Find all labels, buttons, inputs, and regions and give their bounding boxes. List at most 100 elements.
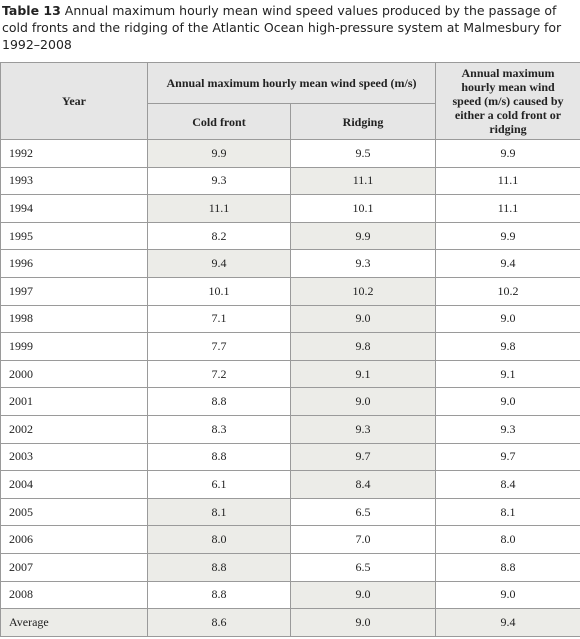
year-cell: 2007 [0,552,148,582]
value-cell: 11.1 [435,166,580,196]
year-cell: 2002 [0,414,148,444]
value-cell: 9.3 [290,249,436,278]
table-row: 2001 8.8 9.0 9.0 [0,387,580,416]
table-row: 2005 8.1 6.5 8.1 [0,497,580,527]
value-cell: 11.1 [147,194,291,223]
year-cell: 1993 [0,166,148,196]
value-cell: 8.0 [435,525,580,554]
value-cell: 8.8 [147,387,291,416]
value-cell: 9.0 [290,580,436,610]
value-cell: 9.5 [290,139,436,168]
value-cell: 9.0 [435,387,580,416]
value-cell: 8.4 [435,470,580,499]
table-row: 1996 9.4 9.3 9.4 [0,249,580,278]
table-body: 1992 9.9 9.5 9.9 1993 9.3 11.1 11.1 1994 11.1 10.1… [0,139,580,637]
table-row: 2004 6.1 8.4 8.4 [0,470,580,499]
value-cell: 9.7 [435,442,580,472]
value-cell: 9.0 [290,387,436,416]
data-table: Year Annual maximum hourly mean wind spe… [0,62,580,637]
value-cell: 7.0 [290,525,436,554]
value-cell: 10.1 [290,194,436,223]
value-cell: 9.9 [290,221,436,251]
value-cell: 9.9 [435,139,580,168]
year-cell: 2006 [0,525,148,554]
year-cell: 1999 [0,332,148,361]
value-cell: 10.1 [147,276,291,306]
cold-header: Cold front [147,103,291,140]
table-row: 2003 8.8 9.7 9.7 [0,442,580,472]
table-row: 2007 8.8 6.5 8.8 [0,552,580,582]
value-cell: 9.8 [435,332,580,361]
value-cell: 8.6 [147,608,291,637]
table-row: 1998 7.1 9.0 9.0 [0,304,580,334]
table-row: 1993 9.3 11.1 11.1 [0,166,580,196]
year-cell: 1998 [0,304,148,334]
value-cell: 11.1 [290,166,436,196]
table-row: 1992 9.9 9.5 9.9 [0,139,580,168]
value-cell: 11.1 [435,194,580,223]
value-cell: 9.9 [435,221,580,251]
year-cell: 1995 [0,221,148,251]
value-cell: 8.0 [147,525,291,554]
caption-label: Table 13 [2,3,61,18]
value-cell: 10.2 [435,276,580,306]
value-cell: 8.8 [435,552,580,582]
value-cell: 9.9 [147,139,291,168]
year-cell: 2003 [0,442,148,472]
value-cell: 6.1 [147,470,291,499]
value-cell: 9.3 [147,166,291,196]
table-row: 2002 8.3 9.3 9.3 [0,414,580,444]
value-cell: 7.2 [147,359,291,389]
value-cell: 7.1 [147,304,291,334]
value-cell: 9.1 [290,359,436,389]
year-cell: 1997 [0,276,148,306]
value-cell: 9.7 [290,442,436,472]
group-header: Annual maximum hourly mean wind speed (m… [147,62,436,104]
value-cell: 8.4 [290,470,436,499]
value-cell: 7.7 [147,332,291,361]
value-cell: 8.8 [147,580,291,610]
table-row: 1999 7.7 9.8 9.8 [0,332,580,361]
table-row: 1997 10.1 10.2 10.2 [0,276,580,306]
table-row: 2008 8.8 9.0 9.0 [0,580,580,610]
value-cell: 9.4 [147,249,291,278]
table-row: 1994 11.1 10.1 11.1 [0,194,580,223]
ridging-header: Ridging [290,103,436,140]
average-row: Average 8.6 9.0 9.4 [0,608,580,637]
year-cell: 1996 [0,249,148,278]
value-cell: 6.5 [290,552,436,582]
year-cell: 1994 [0,194,148,223]
year-cell: 2004 [0,470,148,499]
value-cell: 8.2 [147,221,291,251]
value-cell: 8.1 [435,497,580,527]
caption: Table 13 Annual maximum hourly mean wind… [2,2,576,53]
value-cell: 9.0 [290,608,436,637]
year-cell: 2005 [0,497,148,527]
year-cell: Average [0,608,148,637]
year-cell: 1992 [0,139,148,168]
table-row: 1995 8.2 9.9 9.9 [0,221,580,251]
value-cell: 9.3 [290,414,436,444]
value-cell: 9.1 [435,359,580,389]
value-cell: 9.4 [435,608,580,637]
table-row: 2006 8.0 7.0 8.0 [0,525,580,554]
table-row: 2000 7.2 9.1 9.1 [0,359,580,389]
value-cell: 9.0 [435,304,580,334]
year-cell: 2001 [0,387,148,416]
value-cell: 8.8 [147,552,291,582]
value-cell: 8.3 [147,414,291,444]
value-cell: 9.8 [290,332,436,361]
value-cell: 9.4 [435,249,580,278]
either-header: Annual maximum hourly mean wind speed (m… [435,62,580,140]
year-header: Year [0,62,148,140]
value-cell: 10.2 [290,276,436,306]
value-cell: 8.8 [147,442,291,472]
caption-text: Annual maximum hourly mean wind speed va… [2,3,562,52]
value-cell: 9.0 [435,580,580,610]
value-cell: 9.3 [435,414,580,444]
value-cell: 8.1 [147,497,291,527]
value-cell: 6.5 [290,497,436,527]
year-cell: 2000 [0,359,148,389]
year-cell: 2008 [0,580,148,610]
